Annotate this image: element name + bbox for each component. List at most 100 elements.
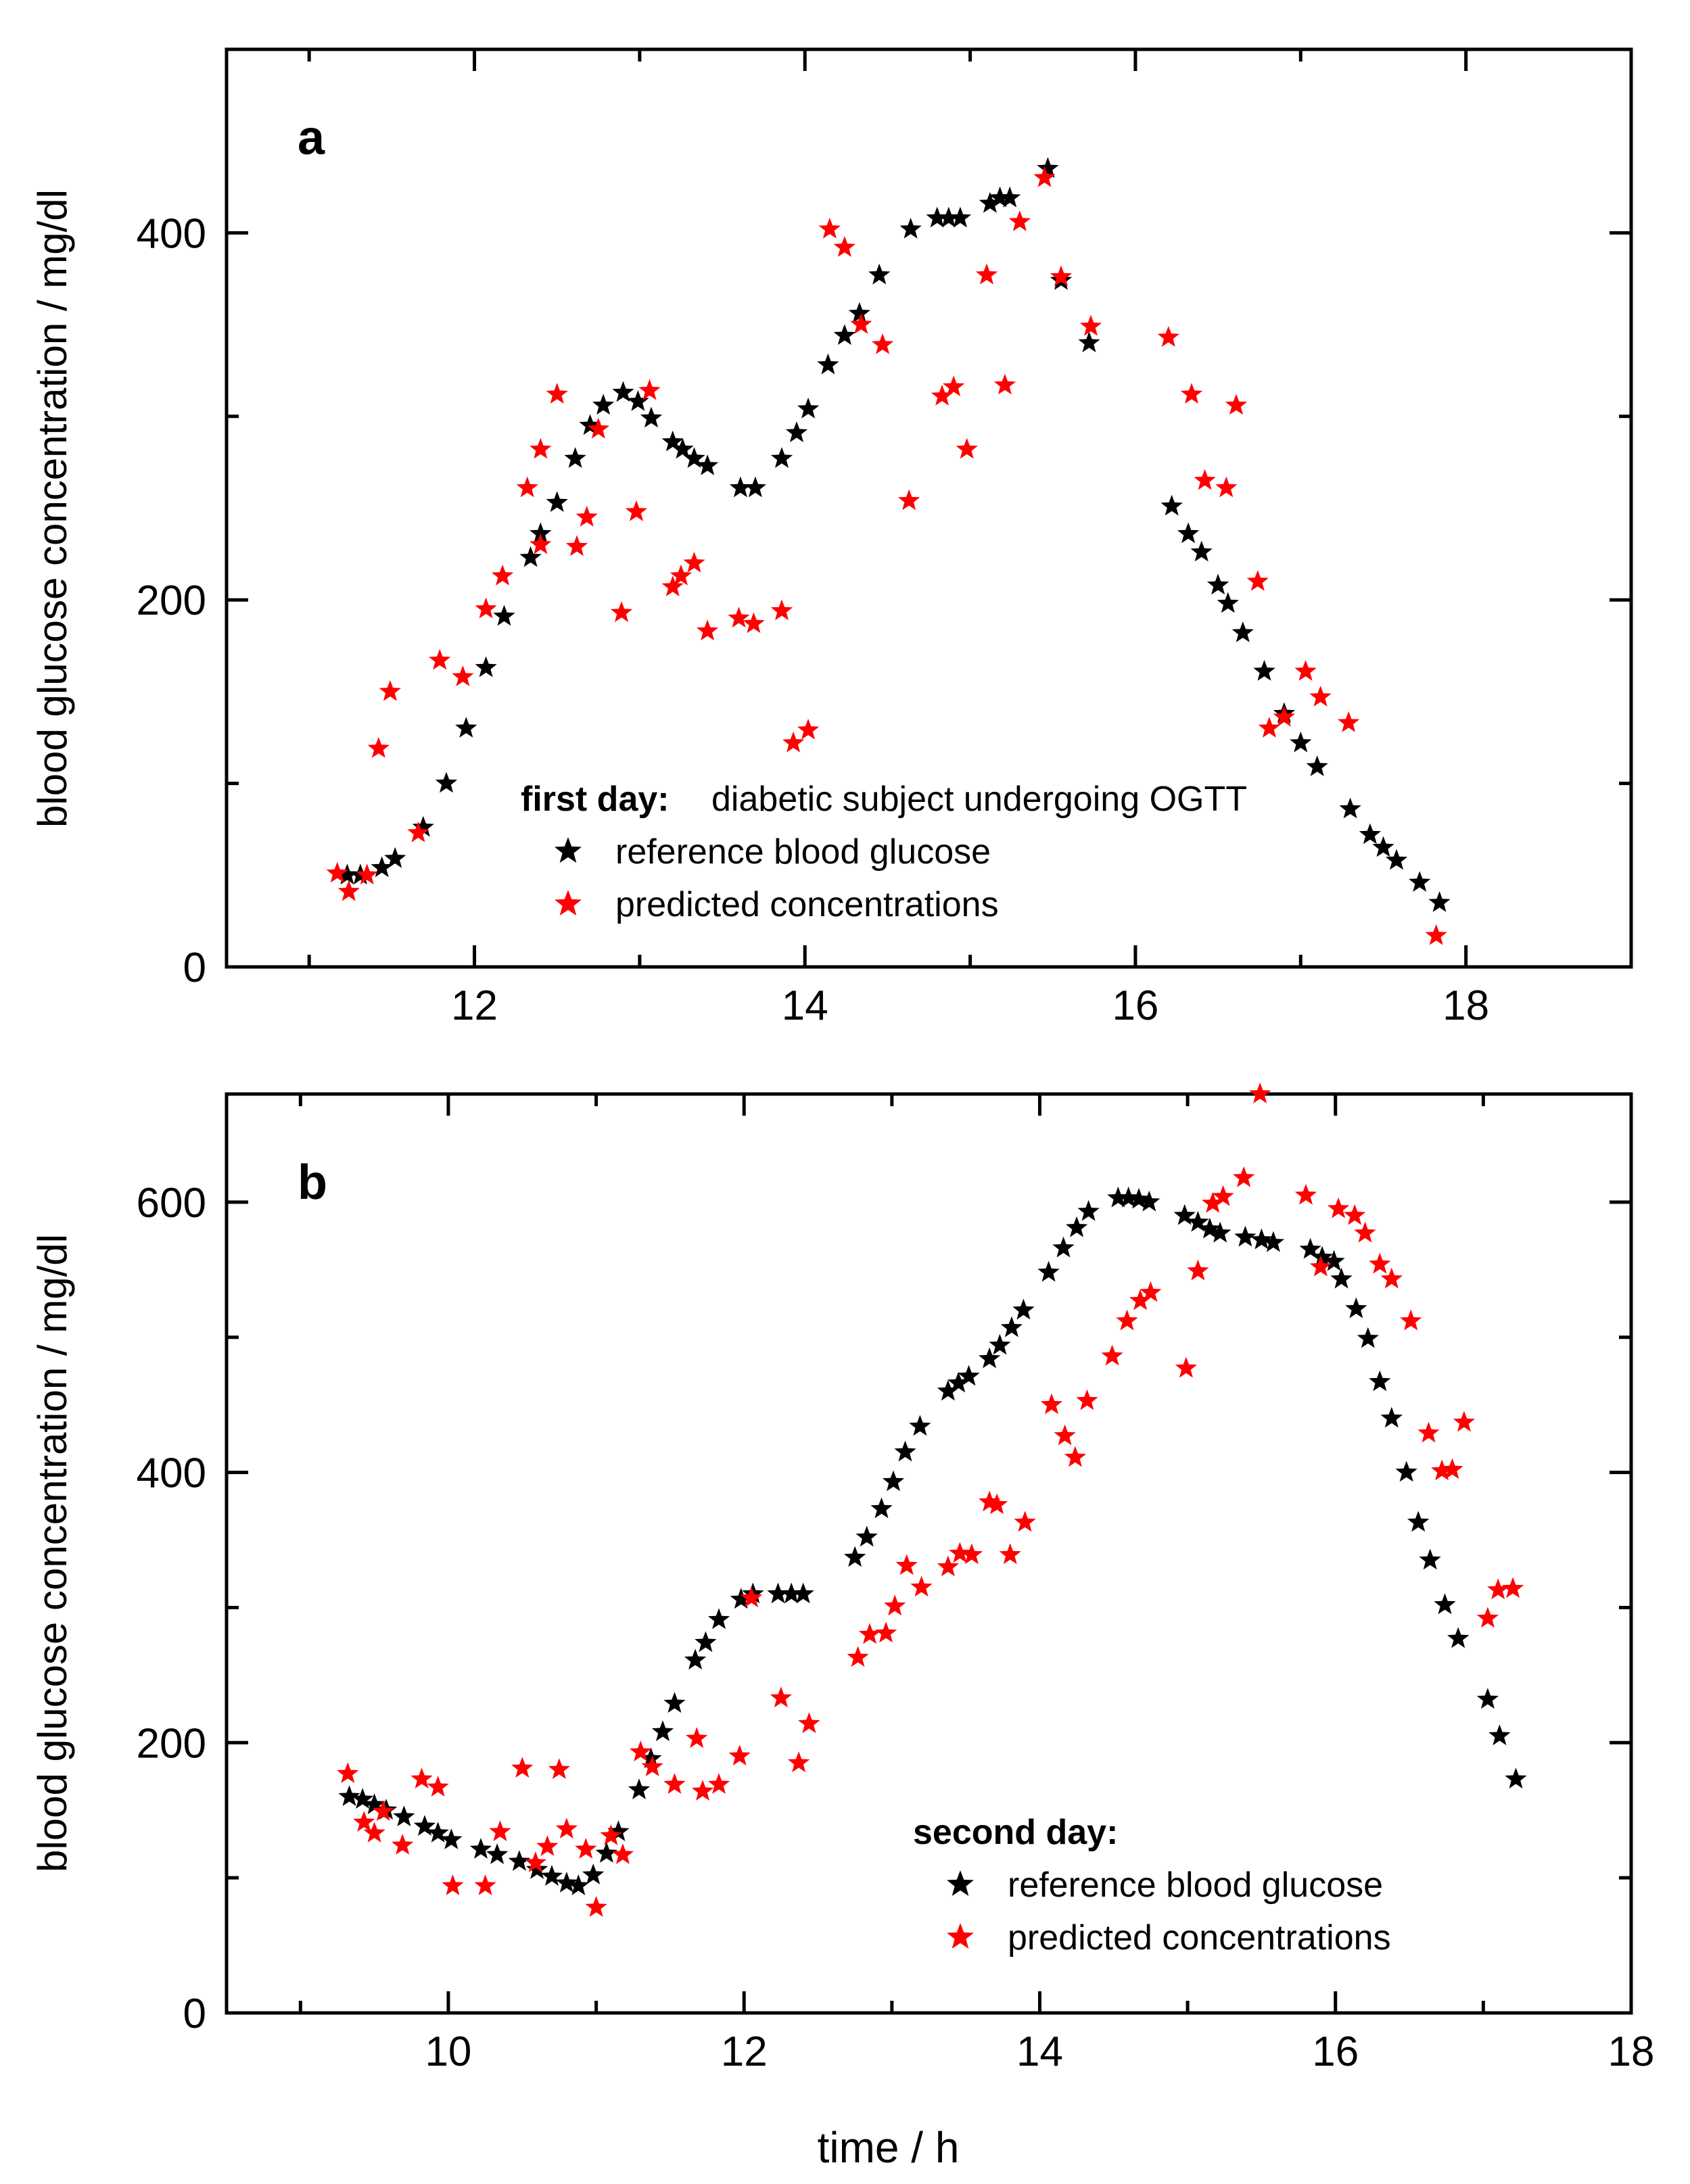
predicted-point	[1202, 1191, 1224, 1213]
predicted-point	[1294, 660, 1317, 681]
reference-point	[412, 815, 434, 837]
predicted-point	[1008, 210, 1031, 231]
predicted-point	[1249, 1083, 1271, 1103]
predicted-point	[1064, 1446, 1087, 1467]
y-tick-label: 400	[137, 210, 206, 257]
predicted-point	[638, 379, 661, 400]
panel-label: a	[298, 111, 325, 165]
predicted-point	[536, 1835, 559, 1856]
reference-point	[999, 186, 1021, 208]
predicted-point	[1476, 1607, 1499, 1628]
reference-point	[363, 1793, 385, 1814]
reference-point	[1369, 1370, 1391, 1392]
reference-point	[1077, 1200, 1100, 1221]
reference-point	[1407, 1511, 1430, 1532]
reference-point	[469, 1838, 492, 1859]
reference-point	[384, 847, 406, 868]
predicted-point	[524, 1851, 547, 1872]
reference-point	[1505, 1767, 1527, 1788]
x-tick-label: 12	[451, 982, 498, 1029]
predicted-point	[575, 1838, 597, 1859]
reference-point	[1012, 1298, 1035, 1320]
reference-point	[1409, 871, 1431, 892]
reference-point	[683, 447, 705, 468]
reference-point	[540, 1865, 563, 1886]
reference-point	[684, 1648, 707, 1670]
predicted-point	[1050, 265, 1073, 287]
reference-point	[1231, 621, 1254, 642]
reference-point	[1052, 1236, 1075, 1258]
predicted-point	[985, 1493, 1008, 1515]
predicted-point	[858, 1623, 881, 1644]
reference-point	[1299, 1237, 1321, 1259]
reference-point	[1250, 1228, 1273, 1250]
legend-title: first day:	[521, 780, 670, 819]
predicted-point	[787, 1751, 810, 1772]
predicted-point	[728, 1744, 751, 1765]
predicted-point	[576, 506, 598, 527]
reference-point	[1419, 1548, 1441, 1570]
reference-point	[937, 206, 960, 228]
predicted-point	[1129, 1289, 1152, 1310]
panel-label: b	[298, 1156, 327, 1210]
y-axis-label: blood glucose concentration / mg/dl	[30, 1234, 75, 1872]
reference-point	[530, 522, 552, 544]
reference-point	[651, 1720, 674, 1742]
y-tick-label: 200	[137, 577, 206, 624]
predicted-point	[683, 551, 705, 573]
reference-point	[640, 406, 663, 428]
reference-point	[744, 476, 767, 498]
reference-point	[486, 1843, 509, 1864]
predicted-point	[663, 1773, 686, 1794]
predicted-point	[363, 1822, 385, 1843]
legend-predicted-marker	[947, 1923, 974, 1949]
reference-point	[1209, 1221, 1231, 1243]
reference-point	[899, 218, 922, 239]
predicted-point	[1014, 1511, 1036, 1532]
reference-point	[1395, 1461, 1417, 1482]
predicted-point	[1425, 924, 1447, 945]
predicted-point	[442, 1874, 464, 1895]
predicted-point	[511, 1757, 534, 1778]
predicted-point	[874, 1621, 897, 1643]
predicted-point	[1487, 1578, 1509, 1600]
reference-point	[696, 454, 719, 475]
reference-point	[579, 414, 601, 435]
predicted-point	[610, 601, 633, 622]
predicted-point	[847, 1646, 869, 1667]
reference-point	[1434, 1593, 1456, 1615]
predicted-point	[600, 1824, 622, 1845]
reference-point	[1428, 891, 1451, 912]
predicted-point	[1380, 1267, 1403, 1289]
reference-point	[582, 1863, 605, 1884]
x-axis-label: time / h	[818, 2123, 960, 2172]
predicted-point	[1309, 686, 1332, 707]
predicted-point	[770, 599, 793, 621]
predicted-point	[1157, 326, 1179, 347]
y-tick-label: 0	[183, 945, 206, 991]
predicted-point	[630, 1740, 652, 1761]
predicted-point	[1417, 1421, 1440, 1443]
legend-title: second day:	[913, 1813, 1118, 1852]
reference-point	[979, 1347, 1001, 1369]
reference-point	[393, 1805, 415, 1826]
reference-point	[1253, 660, 1275, 681]
reference-point	[519, 546, 542, 567]
predicted-point	[326, 861, 348, 883]
predicted-point	[696, 619, 719, 641]
reference-point	[508, 1850, 531, 1871]
predicted-point	[707, 1773, 730, 1794]
predicted-point	[1431, 1459, 1453, 1481]
reference-point	[833, 324, 855, 346]
reference-point	[564, 447, 586, 468]
reference-point	[475, 656, 497, 678]
predicted-point	[1140, 1281, 1162, 1302]
reference-point	[413, 1815, 436, 1836]
reference-point	[1323, 1250, 1345, 1271]
legend-reference-marker	[555, 837, 582, 863]
reference-point	[1198, 1217, 1221, 1239]
predicted-point	[956, 437, 978, 459]
reference-point	[770, 447, 793, 468]
predicted-point	[949, 1542, 971, 1563]
reference-point	[1107, 1186, 1129, 1208]
